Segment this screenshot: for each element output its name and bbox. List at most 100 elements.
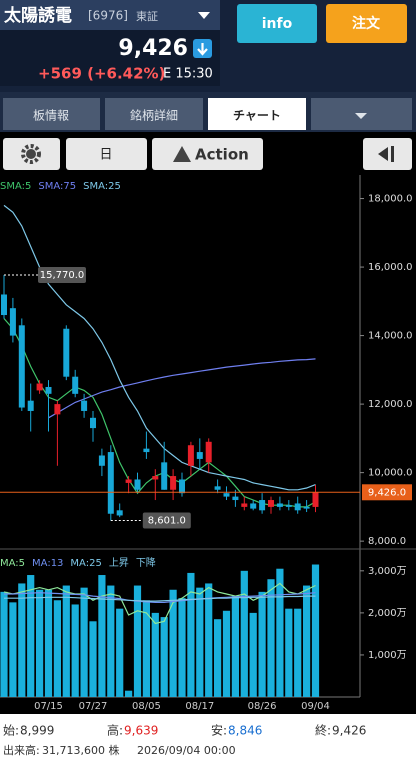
volume-bar	[214, 619, 222, 697]
annotation-label: 8,601.0	[148, 516, 186, 527]
volume-bar	[71, 604, 79, 697]
volume-bar	[240, 570, 248, 697]
last-price-box	[362, 484, 412, 501]
candle-body	[241, 503, 248, 507]
action-icon	[173, 146, 191, 162]
y2-tick-label: 3,000万	[368, 566, 407, 577]
candle-body	[27, 400, 34, 411]
candle-body	[205, 441, 212, 463]
arrow	[197, 43, 208, 56]
change: +569 (+6.42%)	[38, 65, 165, 83]
datetime: 2026/09/04 00:00	[137, 744, 236, 757]
volume-bar	[178, 598, 186, 697]
y-tick-label: 12,000.0	[368, 399, 413, 410]
x-tick-label: 07/15	[34, 701, 63, 712]
volume-bar	[133, 585, 142, 697]
volume-bar	[276, 568, 284, 697]
open: 8,999	[20, 724, 54, 738]
legend-entry: SMA:5	[0, 181, 31, 192]
y-tick-label: 18,000.0	[368, 194, 413, 205]
volume-bar	[89, 621, 97, 697]
dropdown-icon	[198, 12, 210, 19]
volume-bar	[222, 610, 231, 697]
volume-bar	[258, 591, 266, 697]
volume-bar	[18, 583, 26, 697]
gear-icon	[26, 149, 36, 159]
gear-icon	[21, 144, 41, 164]
annotation-box	[142, 512, 191, 529]
volume-bar	[160, 617, 168, 697]
y-tick-label: 10,000.0	[368, 468, 413, 479]
footer-bg	[0, 714, 416, 763]
y-tick-label: 8,000.0	[368, 536, 406, 547]
market: 東証	[136, 10, 158, 23]
tab[interactable]	[105, 98, 203, 130]
volume-bar	[249, 612, 257, 697]
low-label: 安:	[211, 723, 227, 738]
volume-bar	[169, 589, 177, 697]
candle-body	[98, 455, 105, 466]
volume-bar	[9, 602, 17, 697]
volume-bar	[267, 579, 275, 697]
y2-tick-label: 1,000万	[368, 650, 407, 661]
period-button[interactable]	[66, 138, 147, 170]
volume-bar	[44, 589, 53, 697]
candle-body	[107, 452, 114, 514]
x-tick-label: 07/27	[79, 701, 108, 712]
legend-entry: 下降	[136, 556, 156, 569]
price-box	[0, 30, 220, 86]
line	[48, 358, 316, 419]
candle-body	[54, 404, 61, 415]
order-button[interactable]	[326, 4, 407, 43]
volume-bar	[98, 575, 106, 697]
candle-body	[294, 503, 301, 511]
volume-bar	[53, 600, 61, 697]
candle-body	[45, 386, 52, 394]
volume-bar	[303, 585, 311, 697]
low: 8,846	[228, 724, 262, 738]
annotation-box	[38, 266, 86, 283]
stock-code: [6976]	[88, 9, 128, 23]
candle-body	[9, 308, 16, 336]
x-tick-label: 08/17	[185, 701, 214, 712]
volume-bar	[285, 608, 293, 697]
x-tick-label: 08/05	[132, 701, 161, 712]
candle-body	[63, 328, 70, 377]
volume-bar	[80, 587, 88, 697]
high: 9,639	[124, 724, 158, 738]
candle-body	[18, 325, 25, 408]
annotation-label: 15,770.0	[40, 270, 85, 281]
candle-body	[134, 479, 141, 490]
candle-body	[196, 452, 203, 459]
legend-entry: SMA:25	[83, 181, 121, 192]
x-tick-label: 08/26	[248, 701, 277, 712]
close: 9,426	[332, 724, 366, 738]
legend-entry: MA:13	[32, 558, 63, 569]
volume-bar	[107, 585, 115, 697]
line	[4, 592, 316, 603]
tab-selected[interactable]	[208, 98, 306, 130]
tab-label: 板情報	[33, 109, 69, 123]
info-button[interactable]	[237, 4, 317, 43]
candle-body	[72, 376, 79, 394]
line	[3, 204, 316, 491]
price: 9,426	[118, 36, 188, 61]
line	[4, 595, 316, 602]
stock-selector[interactable]	[0, 0, 220, 30]
legend-entry: SMA:75	[38, 181, 76, 192]
more-icon	[355, 113, 367, 119]
candle-body	[187, 445, 194, 466]
collapse-icon	[378, 146, 394, 162]
plot: 8,000.0 10,000.0 12,000.0 14,000.0 16,000.0 1…	[0, 181, 413, 712]
candle-body	[179, 479, 185, 494]
stock-name: 太陽誘電	[4, 5, 72, 26]
candle-body	[125, 479, 132, 483]
volume-bar	[36, 589, 44, 697]
volume-bar	[0, 591, 8, 697]
candle-body	[1, 294, 7, 316]
tab[interactable]	[3, 98, 100, 130]
tab-label: 銘柄詳細	[130, 108, 178, 123]
volume-label: 出来高:	[3, 743, 40, 757]
